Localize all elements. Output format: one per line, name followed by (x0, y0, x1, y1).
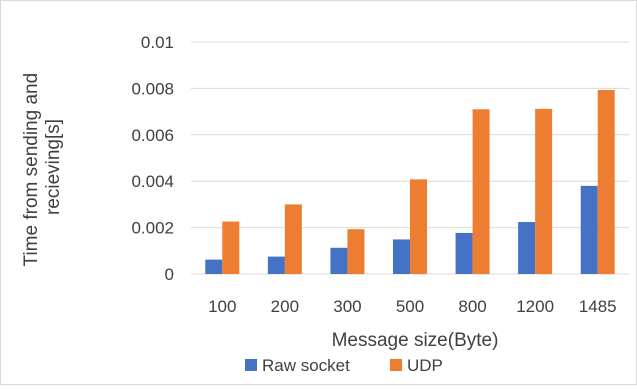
x-axis-ticks: 100 200 300 500 800 1200 1485 (208, 297, 617, 316)
bars (205, 90, 615, 274)
x-tick-label-300: 300 (333, 297, 361, 316)
y-tick-label-0: 0 (165, 265, 174, 284)
legend: Raw socket UDP (245, 356, 443, 375)
x-tick-label-1485: 1485 (579, 297, 617, 316)
bar-udp-100 (222, 221, 240, 274)
y-axis-title-line-2: recieving[s] (43, 119, 64, 215)
bar-raw-socket-200 (267, 256, 285, 274)
bar-raw-socket-1485 (580, 185, 598, 274)
bar-raw-socket-500 (393, 239, 410, 274)
legend-swatch-raw-socket (245, 359, 257, 371)
y-axis-title: Time from sending and recieving[s] (21, 68, 64, 267)
bar-udp-500 (410, 179, 427, 274)
y-tick-label-3: 0.006 (131, 126, 174, 145)
legend-label-raw-socket: Raw socket (262, 356, 350, 375)
y-axis-title-line-1: Time from sending and (21, 73, 42, 267)
x-tick-label-800: 800 (458, 297, 486, 316)
bar-udp-300 (347, 229, 365, 274)
x-tick-label-200: 200 (271, 297, 299, 316)
y-axis-ticks: 0 0.002 0.004 0.006 0.008 0.01 (131, 33, 174, 284)
bar-udp-200 (284, 204, 302, 274)
bar-udp-1200 (535, 108, 553, 274)
y-tick-label-4: 0.008 (131, 79, 174, 98)
bar-raw-socket-100 (205, 259, 223, 274)
y-tick-label-1: 0.002 (131, 219, 174, 238)
bar-udp-800 (472, 109, 490, 274)
x-tick-label-1200: 1200 (516, 297, 554, 316)
y-tick-label-5: 0.01 (141, 33, 174, 52)
x-tick-label-500: 500 (396, 297, 424, 316)
x-tick-label-100: 100 (208, 297, 236, 316)
bar-raw-socket-1200 (518, 222, 536, 274)
legend-label-udp: UDP (407, 356, 443, 375)
legend-swatch-udp (390, 359, 402, 371)
bar-udp-1485 (597, 90, 615, 274)
bar-raw-socket-300 (330, 247, 348, 274)
bar-raw-socket-800 (455, 232, 473, 274)
x-axis-title: Message size(Byte) (332, 330, 499, 351)
y-tick-label-2: 0.004 (131, 172, 174, 191)
